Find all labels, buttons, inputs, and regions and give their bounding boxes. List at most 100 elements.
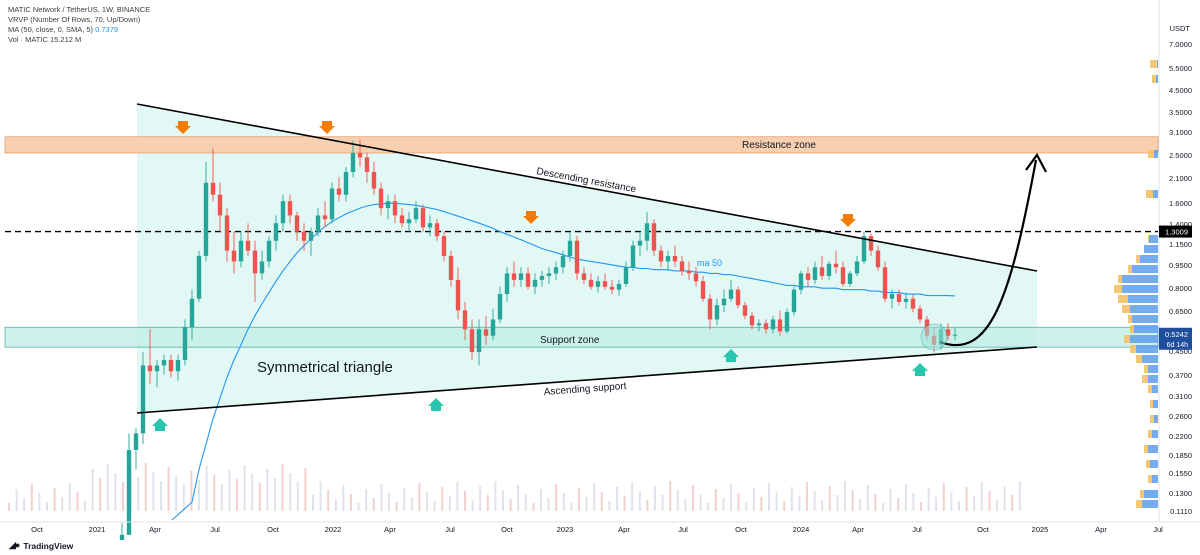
volume-bar — [654, 486, 656, 511]
support-zone-label: Support zone — [540, 335, 600, 346]
candle-body — [798, 273, 804, 290]
volume-bar — [722, 498, 725, 511]
candle-body — [693, 273, 699, 282]
volume-bar — [228, 470, 231, 511]
volume-bar — [616, 487, 618, 511]
volume-profile-up — [1142, 375, 1148, 383]
volume-bar — [213, 475, 216, 511]
volume-bar — [821, 500, 824, 511]
candle-body — [168, 359, 174, 372]
volume-profile-up — [1150, 60, 1157, 68]
y-axis-tick-label: 7.0000 — [1169, 40, 1192, 49]
volume-indicator-label[interactable]: Vol · MATIC 15.212 M — [8, 35, 82, 44]
candle-body — [616, 283, 622, 290]
volume-bar — [160, 481, 162, 511]
volume-bar — [646, 500, 649, 511]
arrow-down-icon — [319, 121, 335, 134]
candle-body — [182, 327, 188, 360]
candle-body — [609, 286, 615, 290]
candle-body — [483, 329, 489, 336]
volume-bar — [114, 473, 117, 511]
volume-bar — [768, 483, 770, 511]
volume-profile-up — [1140, 490, 1144, 498]
volume-bar — [813, 491, 816, 511]
volume-profile-down — [1134, 325, 1158, 333]
volume-profile-down — [1152, 430, 1158, 438]
volume-bar — [798, 496, 801, 511]
volume-bar — [996, 500, 998, 511]
volume-bar — [251, 474, 254, 511]
arrow-up-icon — [723, 349, 739, 362]
tradingview-logo[interactable]: ◢● TradingView — [9, 540, 73, 551]
highlight-circle — [920, 323, 948, 351]
x-axis-tick-label: 2025 — [1032, 525, 1049, 534]
candle-body — [819, 267, 825, 276]
volume-bar — [844, 481, 846, 511]
volume-profile-down — [1140, 255, 1158, 263]
candle-body — [784, 312, 790, 332]
volume-bar — [600, 492, 603, 511]
volume-bar — [296, 482, 299, 511]
candle-body — [224, 215, 230, 251]
candle-body — [427, 223, 433, 228]
volume-bar — [638, 491, 641, 511]
volume-profile-up — [1118, 275, 1122, 283]
candle-body — [560, 255, 566, 268]
volume-bar — [144, 463, 147, 511]
breakout-arrow-head — [1025, 152, 1047, 173]
candle-body — [840, 267, 846, 284]
y-axis-tick-label: 3.1000 — [1169, 128, 1192, 137]
candle-body — [574, 240, 580, 274]
volume-bar — [950, 492, 953, 511]
y-axis-tick-label: 0.2600 — [1169, 412, 1192, 421]
volume-bar — [365, 489, 368, 511]
volume-bar — [175, 476, 178, 511]
candle-body — [581, 273, 587, 280]
candle-body — [385, 201, 391, 209]
volume-bar — [676, 490, 679, 511]
price-badge-label: 1.3009 — [1165, 228, 1188, 237]
volume-profile-up — [1124, 335, 1130, 343]
symbol-title[interactable]: MATIC Network / TetherUS, 1W, BINANCE — [8, 5, 151, 14]
volume-profile-down — [1152, 385, 1158, 393]
y-axis-tick-label: 0.9500 — [1169, 261, 1192, 270]
volume-bar — [456, 482, 459, 511]
candle-body — [756, 323, 762, 326]
ma50-label: ma 50 — [697, 258, 722, 268]
ma-indicator-label[interactable]: MA (50, close, 0, SMA, 5) 0.7379 — [8, 25, 119, 34]
candle-body — [147, 365, 153, 372]
candle-body — [525, 273, 531, 287]
volume-bar — [874, 494, 877, 511]
volume-bar — [304, 468, 307, 511]
volume-profile-up — [1118, 295, 1128, 303]
candle-body — [196, 255, 202, 299]
drawings-layer — [136, 103, 1047, 431]
candle-body — [406, 219, 412, 224]
volume-profile-up — [1150, 400, 1153, 408]
volume-bar — [866, 485, 869, 511]
candle-body — [735, 289, 741, 306]
candle-body — [280, 201, 286, 224]
candle-body — [861, 236, 867, 262]
candle-body — [833, 263, 839, 268]
candle-body — [455, 279, 461, 311]
volume-bar — [730, 484, 732, 511]
volume-profile-up — [1146, 190, 1153, 198]
volume-profile-up — [1144, 365, 1148, 373]
candle-body — [903, 298, 909, 302]
candle-body — [217, 194, 223, 216]
candle-body — [350, 152, 356, 172]
vrvp-indicator-label[interactable]: VRVP (Number Of Rows, 70, Up/Down) — [8, 15, 141, 24]
y-axis-tick-label: 0.6500 — [1169, 307, 1192, 316]
volume-bar — [707, 503, 710, 511]
candle-body — [847, 273, 853, 284]
x-axis-tick-label: Apr — [852, 525, 864, 534]
volume-bar — [327, 490, 330, 511]
candle-body — [791, 289, 797, 313]
candle-body — [413, 208, 419, 220]
candle-body — [315, 215, 321, 232]
volume-bar — [426, 492, 428, 511]
volume-profile-up — [1148, 475, 1152, 483]
volume-bar — [524, 494, 527, 511]
